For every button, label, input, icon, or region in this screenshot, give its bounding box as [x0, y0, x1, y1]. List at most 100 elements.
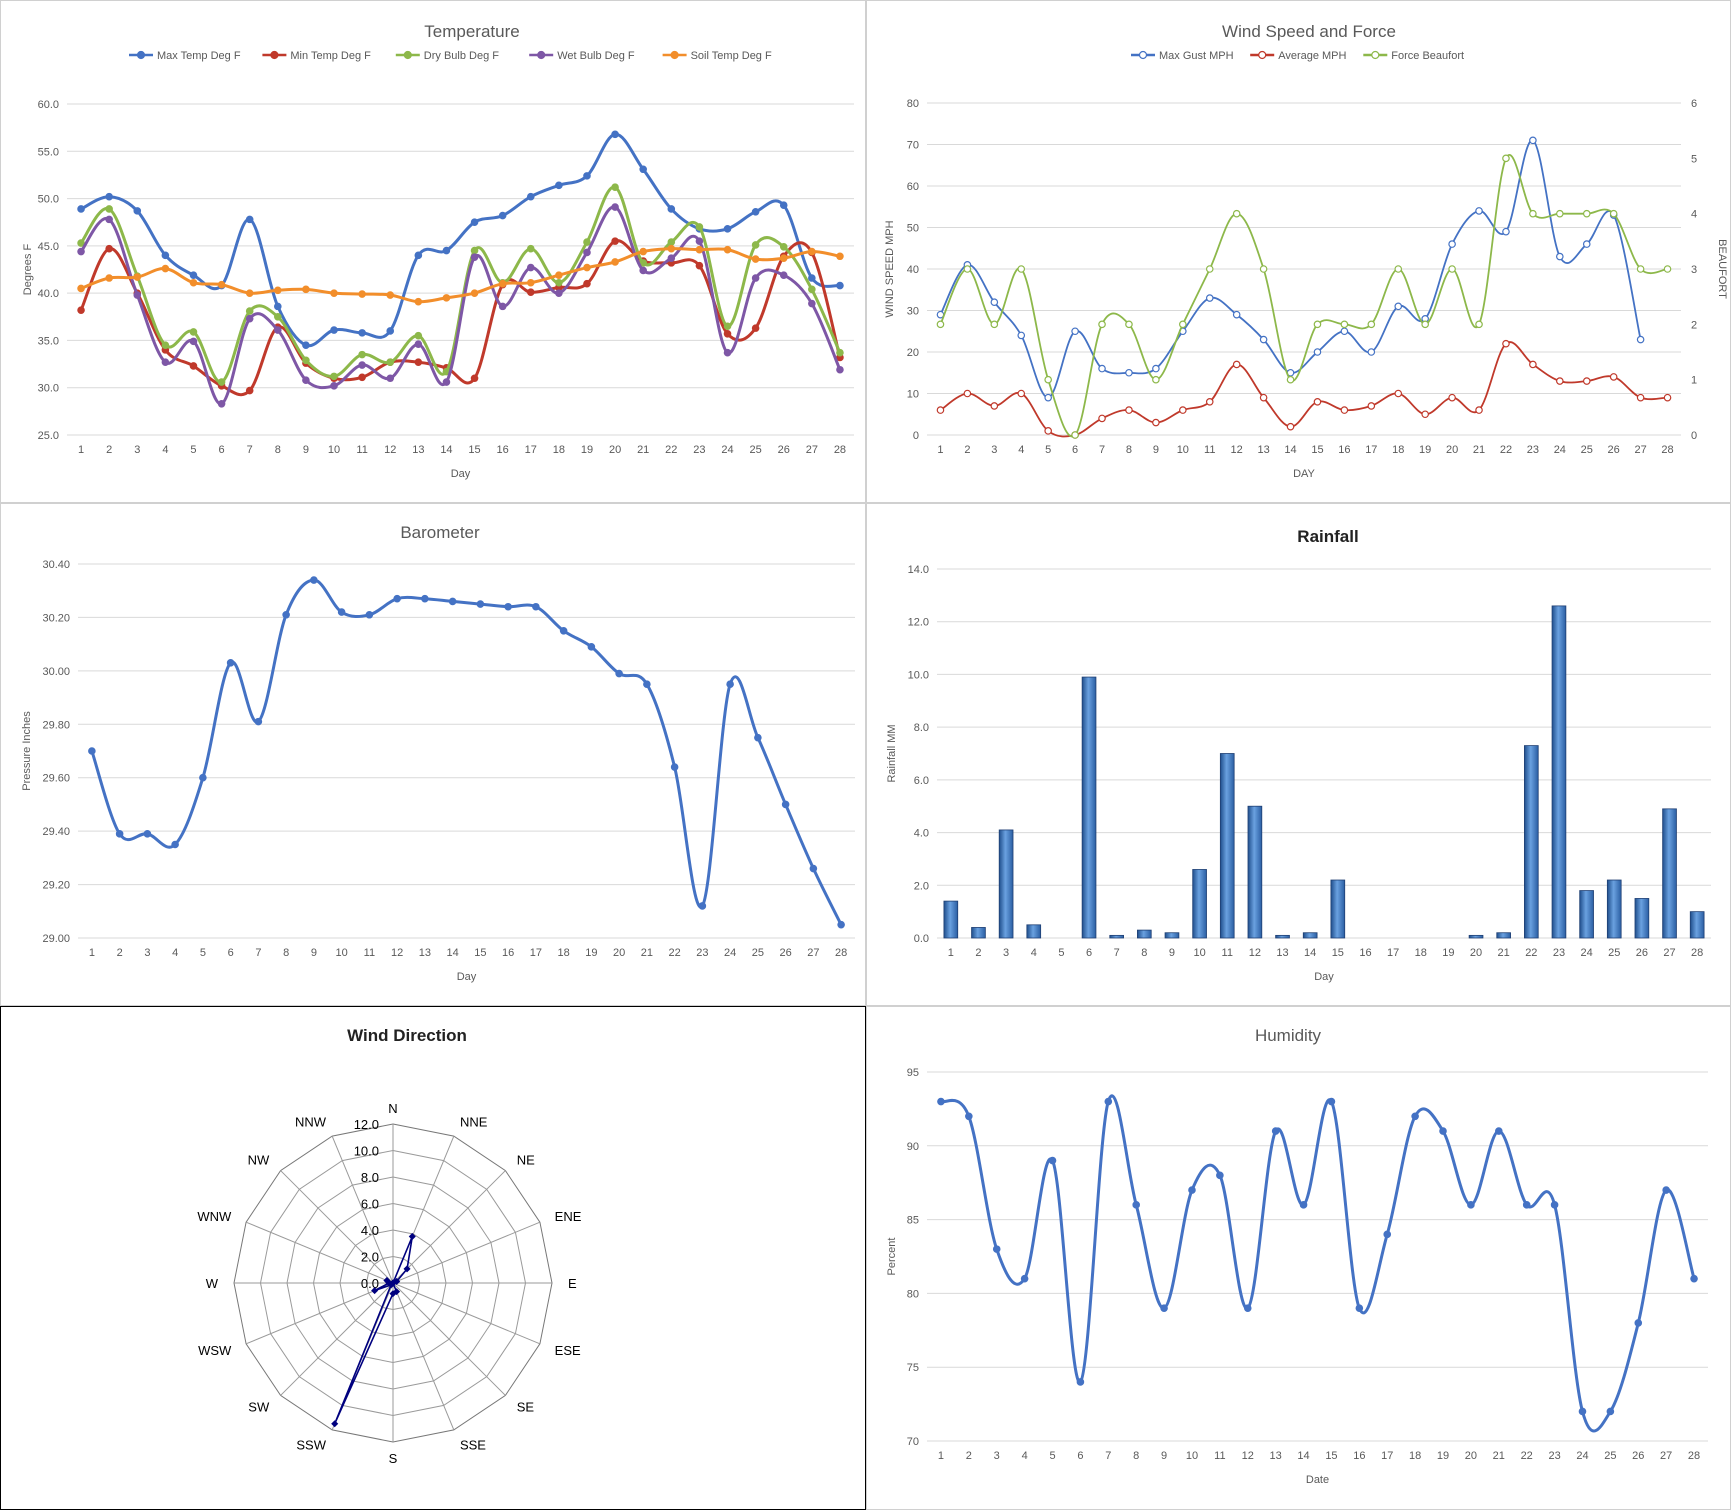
data-point [723, 322, 732, 331]
wind-direction-chart-svg: Wind Direction N NNE NE ENE E ESE SE SSE S SSW SW WS… [197, 1026, 581, 1466]
bar [1164, 932, 1180, 939]
data-point [583, 263, 591, 272]
x-tick-label: 25 [1581, 444, 1593, 456]
data-point [695, 237, 704, 245]
radar-category-label: NE [517, 1152, 535, 1167]
x-tick-label: 3 [144, 947, 150, 959]
radar-spoke [331, 1135, 394, 1284]
bar [1634, 898, 1650, 939]
data-point [1522, 1201, 1531, 1209]
x-tick-label: 27 [806, 444, 818, 456]
data-point [1071, 431, 1079, 439]
data-point [1179, 406, 1187, 414]
bar [971, 927, 986, 939]
data-point [88, 747, 96, 755]
y-tick-label: 4.0 [914, 828, 929, 840]
data-point [779, 201, 788, 209]
data-point [667, 254, 676, 262]
data-point [1286, 422, 1295, 431]
x-tick-label: 23 [1527, 444, 1539, 456]
y-tick-label: 29.40 [42, 826, 70, 838]
x-tick-label: 13 [1270, 1450, 1282, 1462]
data-point [358, 329, 366, 337]
data-point [386, 358, 395, 366]
data-point [330, 382, 338, 390]
data-point [1205, 397, 1214, 406]
bar [1302, 932, 1318, 939]
x-tick-label: 1 [937, 444, 943, 456]
data-point [754, 733, 762, 742]
x-tick-label: 14 [447, 947, 459, 959]
data-point [751, 324, 760, 332]
chart-title: Wind Direction [347, 1026, 467, 1045]
bar [1275, 934, 1290, 939]
data-point [1098, 414, 1106, 423]
chart-title: Barometer [400, 523, 480, 542]
data-point [1044, 427, 1052, 435]
data-point [1259, 393, 1268, 402]
bar [1081, 676, 1097, 939]
y2-tick-label: 3 [1691, 264, 1697, 276]
y-tick-label: 30.00 [42, 666, 70, 678]
data-point [583, 238, 591, 246]
data-point [695, 223, 704, 231]
data-point [414, 358, 423, 366]
x-tick-label: 24 [1576, 1450, 1588, 1462]
data-point [587, 643, 596, 651]
x-tick-label: 16 [502, 947, 514, 959]
data-point [1606, 1407, 1615, 1416]
y-tick-label: 30.0 [38, 383, 59, 395]
x-tick-label: 24 [1580, 947, 1592, 959]
x-tick-label: 20 [1470, 947, 1482, 959]
radar-tick-label: 2.0 [361, 1250, 379, 1265]
data-point [1232, 310, 1241, 319]
data-point [723, 330, 732, 338]
bar [1247, 805, 1263, 939]
data-point [389, 1290, 397, 1298]
radar-category-label: SSW [296, 1438, 326, 1453]
data-point [990, 298, 999, 307]
radar-tick-label: 10.0 [354, 1144, 379, 1159]
x-tick-label: 22 [669, 947, 681, 959]
x-tick-label: 23 [696, 947, 708, 959]
data-point [1243, 1304, 1252, 1312]
data-point [330, 326, 338, 334]
series-line [939, 341, 1668, 438]
data-point [77, 205, 85, 213]
x-tick-label: 15 [468, 444, 480, 456]
x-tick-label: 24 [721, 444, 733, 456]
data-point [1448, 265, 1456, 273]
data-point [274, 326, 282, 334]
legend-marker [670, 50, 679, 60]
data-point [1313, 348, 1322, 356]
x-axis-title: Day [1314, 971, 1334, 983]
x-tick-label: 14 [1304, 947, 1316, 959]
x-tick-label: 18 [558, 947, 570, 959]
legend-label: Force Beaufort [1391, 50, 1464, 62]
x-tick-label: 12 [384, 444, 396, 456]
data-point [408, 1232, 416, 1241]
wind-direction-chart: Wind Direction N NNE NE ENE E ESE SE SSE S SSW SW WS… [0, 1006, 866, 1510]
data-point [161, 264, 170, 273]
data-point [1502, 227, 1510, 236]
x-tick-label: 1 [938, 1450, 944, 1462]
data-point [189, 271, 198, 279]
data-point [330, 372, 338, 381]
bar [1330, 879, 1346, 939]
data-point [723, 225, 732, 233]
data-point [77, 247, 85, 256]
x-tick-label: 26 [1636, 947, 1648, 959]
data-point [133, 291, 142, 299]
data-point [171, 840, 179, 849]
y-tick-label: 85 [907, 1215, 919, 1227]
data-point [836, 281, 844, 290]
data-point [1495, 1127, 1503, 1135]
data-point [611, 237, 619, 245]
x-tick-label: 27 [1660, 1450, 1672, 1462]
radar-spoke [392, 1282, 506, 1396]
data-point [526, 244, 535, 253]
x-tick-label: 12 [1242, 1450, 1254, 1462]
legend-marker [1258, 50, 1267, 60]
data-point [837, 920, 845, 929]
legend-marker [537, 50, 546, 60]
